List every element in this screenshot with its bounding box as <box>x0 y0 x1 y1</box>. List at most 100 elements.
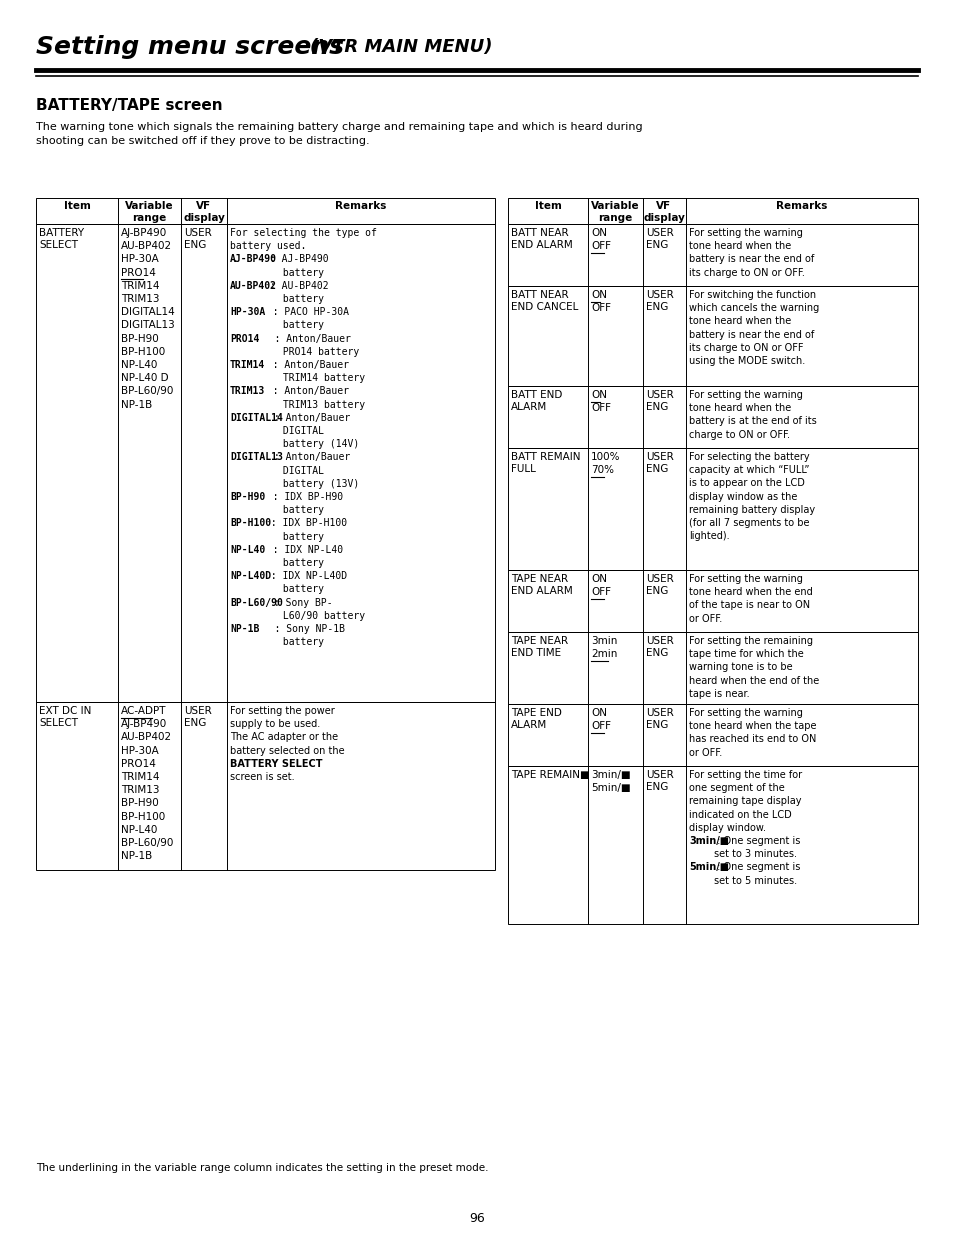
Text: OFF: OFF <box>590 721 610 731</box>
Bar <box>507 632 917 704</box>
Text: TAPE REMAIN■: TAPE REMAIN■ <box>511 769 589 781</box>
Text: USER
ENG: USER ENG <box>184 706 212 727</box>
Text: tone heard when the tape: tone heard when the tape <box>688 721 816 731</box>
Text: The warning tone which signals the remaining battery charge and remaining tape a: The warning tone which signals the remai… <box>36 122 642 132</box>
Bar <box>507 387 917 448</box>
Text: USER
ENG: USER ENG <box>645 769 673 792</box>
Text: BP-H90: BP-H90 <box>121 798 158 809</box>
Text: remaining tape display: remaining tape display <box>688 797 801 806</box>
Bar <box>507 704 917 766</box>
Text: AC-ADPT: AC-ADPT <box>121 706 167 716</box>
Text: DIGITAL14: DIGITAL14 <box>230 412 283 422</box>
Text: battery is near the end of: battery is near the end of <box>688 330 814 340</box>
Text: TAPE END
ALARM: TAPE END ALARM <box>511 708 561 730</box>
Text: HP-30A: HP-30A <box>121 254 158 264</box>
Text: tone heard when the: tone heard when the <box>688 316 790 326</box>
Text: For selecting the type of: For selecting the type of <box>230 228 376 238</box>
Text: charge to ON or OFF.: charge to ON or OFF. <box>688 430 789 440</box>
Text: : Anton/Bauer: : Anton/Bauer <box>268 452 350 462</box>
Text: TRIM13 battery: TRIM13 battery <box>230 400 365 410</box>
Text: battery: battery <box>230 268 324 278</box>
Text: supply to be used.: supply to be used. <box>230 719 320 729</box>
Text: BATTERY/TAPE screen: BATTERY/TAPE screen <box>36 98 222 112</box>
Text: : Anton/Bauer: : Anton/Bauer <box>268 412 350 422</box>
Text: TAPE NEAR
END ALARM: TAPE NEAR END ALARM <box>511 574 572 595</box>
Text: OFF: OFF <box>590 587 610 598</box>
Text: : One segment is: : One segment is <box>714 836 800 846</box>
Text: TRIM14 battery: TRIM14 battery <box>230 373 365 383</box>
Text: VF
display: VF display <box>183 201 225 222</box>
Text: tone heard when the: tone heard when the <box>688 241 790 251</box>
Bar <box>507 198 917 224</box>
Text: indicated on the LCD: indicated on the LCD <box>688 810 791 820</box>
Text: Remarks: Remarks <box>335 201 386 211</box>
Text: NP-L40: NP-L40 <box>121 825 157 835</box>
Text: BATT NEAR
END CANCEL: BATT NEAR END CANCEL <box>511 290 578 311</box>
Text: BP-L60/90: BP-L60/90 <box>230 598 283 608</box>
Text: (for all 7 segments to be: (for all 7 segments to be <box>688 517 809 529</box>
Text: OFF: OFF <box>590 241 610 251</box>
Text: For setting the power: For setting the power <box>230 706 335 716</box>
Text: BATTERY SELECT: BATTERY SELECT <box>230 758 322 769</box>
Text: AJ-BP490: AJ-BP490 <box>230 254 276 264</box>
Text: : AU-BP402: : AU-BP402 <box>263 280 328 290</box>
Text: ON: ON <box>590 228 606 238</box>
Text: TRIM14: TRIM14 <box>121 772 159 782</box>
Text: which cancels the warning: which cancels the warning <box>688 304 819 314</box>
Text: AJ-BP490: AJ-BP490 <box>121 228 167 238</box>
Text: For setting the time for: For setting the time for <box>688 769 801 781</box>
Bar <box>507 571 917 632</box>
Text: BP-H100: BP-H100 <box>121 347 165 357</box>
Bar <box>507 766 917 924</box>
Text: OFF: OFF <box>590 304 610 314</box>
Text: : Sony BP-: : Sony BP- <box>268 598 333 608</box>
Text: battery (14V): battery (14V) <box>230 440 359 450</box>
Text: ON: ON <box>590 708 606 718</box>
Text: is to appear on the LCD: is to appear on the LCD <box>688 478 804 488</box>
Text: USER
ENG: USER ENG <box>184 228 212 249</box>
Text: 5min/■: 5min/■ <box>688 862 728 872</box>
Text: heard when the end of the: heard when the end of the <box>688 676 819 685</box>
Text: NP-1B: NP-1B <box>121 851 152 861</box>
Text: battery: battery <box>230 584 324 594</box>
Text: AJ-BP490: AJ-BP490 <box>121 719 167 729</box>
Text: display window.: display window. <box>688 823 765 832</box>
Text: For setting the warning: For setting the warning <box>688 228 802 238</box>
Text: : Anton/Bauer: : Anton/Bauer <box>255 387 349 396</box>
Text: Variable
range: Variable range <box>590 201 639 222</box>
Text: For setting the remaining: For setting the remaining <box>688 636 812 646</box>
Bar <box>507 287 917 387</box>
Text: 3min/■: 3min/■ <box>590 769 630 781</box>
Text: ON: ON <box>590 574 606 584</box>
Text: AU-BP402: AU-BP402 <box>121 241 172 251</box>
Text: For setting the warning: For setting the warning <box>688 574 802 584</box>
Text: PRO14: PRO14 <box>121 758 155 769</box>
Text: L60/90 battery: L60/90 battery <box>230 611 365 621</box>
Text: tone heard when the: tone heard when the <box>688 403 790 414</box>
Text: one segment of the: one segment of the <box>688 783 784 793</box>
Text: 3min: 3min <box>590 636 617 646</box>
Text: BP-L60/90: BP-L60/90 <box>121 387 173 396</box>
Text: BP-H90: BP-H90 <box>121 333 158 343</box>
Text: The underlining in the variable range column indicates the setting in the preset: The underlining in the variable range co… <box>36 1163 488 1173</box>
Text: tape time for which the: tape time for which the <box>688 650 803 659</box>
Text: PRO14: PRO14 <box>121 268 155 278</box>
Text: its charge to ON or OFF.: its charge to ON or OFF. <box>688 268 804 278</box>
Text: DIGITAL13: DIGITAL13 <box>121 320 174 331</box>
Text: For setting the warning: For setting the warning <box>688 708 802 718</box>
Text: battery: battery <box>230 637 324 647</box>
Text: The AC adapter or the: The AC adapter or the <box>230 732 337 742</box>
Text: For selecting the battery: For selecting the battery <box>688 452 809 462</box>
Text: VF
display: VF display <box>642 201 684 222</box>
Text: BATT END
ALARM: BATT END ALARM <box>511 390 561 411</box>
Text: : IDX BP-H100: : IDX BP-H100 <box>259 519 347 529</box>
Text: For switching the function: For switching the function <box>688 290 815 300</box>
Text: HP-30A: HP-30A <box>121 746 158 756</box>
Text: of the tape is near to ON: of the tape is near to ON <box>688 600 809 610</box>
Text: DIGITAL13: DIGITAL13 <box>230 452 283 462</box>
Text: ON: ON <box>590 290 606 300</box>
Text: capacity at which “FULL”: capacity at which “FULL” <box>688 466 809 475</box>
Text: : Anton/Bauer: : Anton/Bauer <box>255 359 349 370</box>
Text: display window as the: display window as the <box>688 492 797 501</box>
Bar <box>507 448 917 571</box>
